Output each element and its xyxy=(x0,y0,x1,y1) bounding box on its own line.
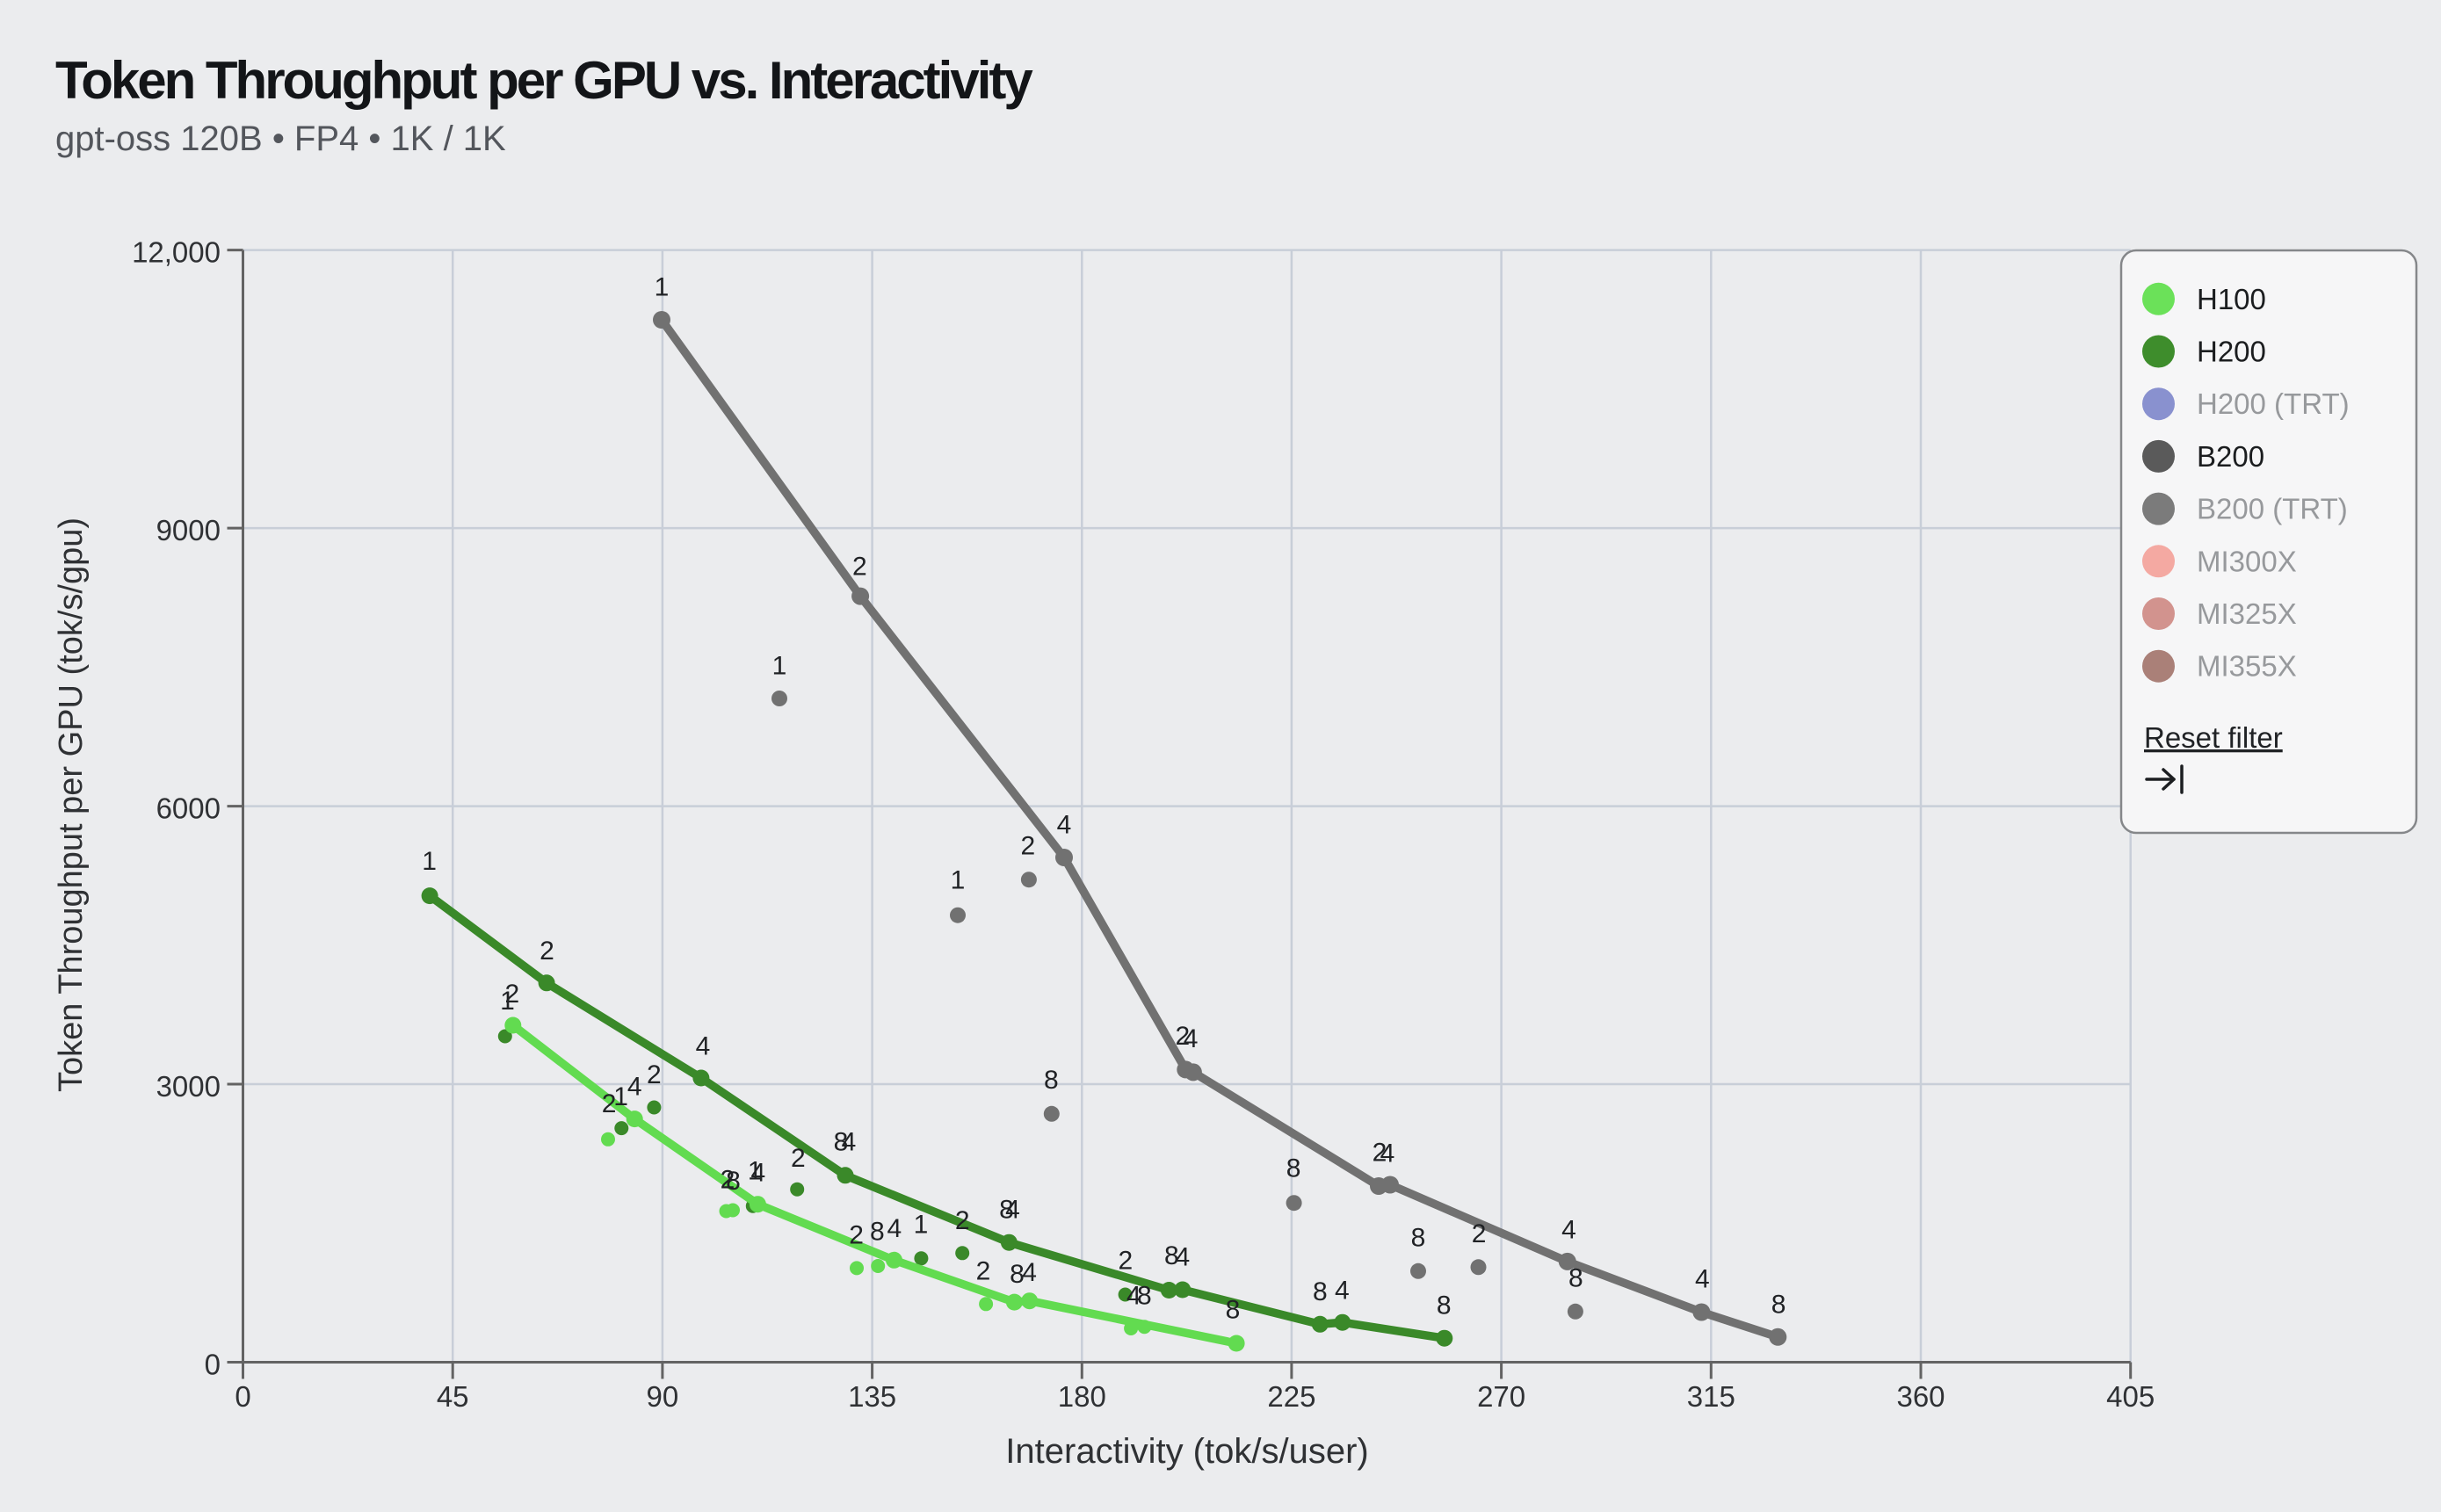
svg-text:2: 2 xyxy=(852,553,867,582)
svg-text:MI325X: MI325X xyxy=(2197,597,2297,630)
svg-text:4: 4 xyxy=(1126,1282,1141,1311)
svg-text:8: 8 xyxy=(870,1218,885,1247)
svg-text:8: 8 xyxy=(1044,1066,1059,1095)
svg-text:45: 45 xyxy=(437,1380,469,1413)
svg-text:2: 2 xyxy=(1472,1219,1487,1248)
svg-text:2: 2 xyxy=(540,937,554,966)
svg-text:6000: 6000 xyxy=(156,792,221,825)
svg-text:H200 (TRT): H200 (TRT) xyxy=(2197,387,2350,420)
svg-text:2: 2 xyxy=(976,1257,991,1286)
svg-text:8: 8 xyxy=(999,1196,1014,1225)
svg-text:405: 405 xyxy=(2106,1380,2155,1413)
svg-text:8: 8 xyxy=(1771,1291,1786,1320)
svg-text:Token Throughput per GPU (tok/: Token Throughput per GPU (tok/s/gpu) xyxy=(53,517,90,1092)
svg-text:8: 8 xyxy=(1411,1224,1426,1253)
svg-text:4: 4 xyxy=(750,1158,765,1187)
svg-text:3000: 3000 xyxy=(156,1070,221,1103)
svg-text:360: 360 xyxy=(1896,1380,1945,1413)
svg-text:1: 1 xyxy=(500,987,515,1016)
svg-text:1: 1 xyxy=(951,866,966,895)
svg-text:4: 4 xyxy=(1005,1196,1020,1225)
svg-text:4: 4 xyxy=(1695,1265,1710,1294)
svg-text:8: 8 xyxy=(834,1128,849,1157)
svg-text:2: 2 xyxy=(1021,831,1036,860)
svg-text:H200: H200 xyxy=(2197,336,2266,368)
svg-text:4: 4 xyxy=(842,1128,857,1157)
svg-text:2: 2 xyxy=(1373,1139,1387,1168)
svg-text:4: 4 xyxy=(1380,1139,1395,1168)
svg-text:Interactivity (tok/s/user): Interactivity (tok/s/user) xyxy=(1005,1432,1368,1471)
svg-text:0: 0 xyxy=(235,1380,250,1413)
svg-text:B200: B200 xyxy=(2197,440,2264,473)
svg-text:2: 2 xyxy=(505,980,520,1009)
svg-text:2: 2 xyxy=(849,1220,864,1249)
svg-text:2: 2 xyxy=(721,1166,735,1195)
svg-text:9000: 9000 xyxy=(156,514,221,546)
svg-text:8: 8 xyxy=(1137,1282,1152,1311)
svg-text:4: 4 xyxy=(627,1073,642,1102)
svg-text:8: 8 xyxy=(1226,1296,1241,1325)
svg-text:270: 270 xyxy=(1477,1380,1525,1413)
svg-text:MI300X: MI300X xyxy=(2197,545,2297,577)
svg-text:H100: H100 xyxy=(2197,283,2266,315)
svg-text:2: 2 xyxy=(602,1089,617,1118)
svg-text:1: 1 xyxy=(655,273,670,302)
svg-text:4: 4 xyxy=(1176,1243,1191,1272)
svg-text:135: 135 xyxy=(848,1380,896,1413)
svg-text:8: 8 xyxy=(1568,1264,1583,1293)
svg-text:1: 1 xyxy=(914,1211,929,1240)
svg-text:4: 4 xyxy=(887,1214,902,1243)
svg-text:8: 8 xyxy=(726,1167,741,1196)
svg-text:8: 8 xyxy=(1313,1277,1328,1306)
svg-text:Token Throughput per GPU vs. I: Token Throughput per GPU vs. Interactivi… xyxy=(55,51,1033,110)
svg-text:2: 2 xyxy=(791,1144,806,1173)
svg-text:1: 1 xyxy=(748,1157,763,1186)
svg-text:2: 2 xyxy=(647,1060,662,1089)
svg-text:8: 8 xyxy=(1437,1291,1452,1320)
svg-text:2: 2 xyxy=(955,1206,970,1235)
svg-text:B200 (TRT): B200 (TRT) xyxy=(2197,493,2348,525)
svg-text:8: 8 xyxy=(1010,1260,1025,1289)
svg-text:8: 8 xyxy=(1286,1154,1301,1183)
svg-text:1: 1 xyxy=(422,847,437,876)
svg-text:4: 4 xyxy=(1335,1277,1350,1306)
svg-text:180: 180 xyxy=(1058,1380,1106,1413)
svg-text:4: 4 xyxy=(1057,811,1072,840)
svg-text:0: 0 xyxy=(205,1349,221,1381)
svg-text:Reset filter: Reset filter xyxy=(2144,721,2283,754)
svg-text:gpt-oss 120B • FP4 • 1K / 1K: gpt-oss 120B • FP4 • 1K / 1K xyxy=(55,119,506,158)
svg-text:4: 4 xyxy=(1184,1024,1199,1053)
svg-text:2: 2 xyxy=(1176,1022,1191,1051)
svg-text:12,000: 12,000 xyxy=(132,236,221,269)
svg-text:4: 4 xyxy=(1022,1258,1037,1287)
svg-text:4: 4 xyxy=(696,1032,711,1061)
svg-text:1: 1 xyxy=(772,652,787,681)
svg-text:90: 90 xyxy=(647,1380,679,1413)
svg-text:2: 2 xyxy=(1119,1246,1134,1275)
svg-text:225: 225 xyxy=(1267,1380,1315,1413)
svg-text:4: 4 xyxy=(1561,1216,1576,1245)
svg-text:315: 315 xyxy=(1687,1380,1735,1413)
svg-text:1: 1 xyxy=(613,1082,628,1111)
svg-text:MI355X: MI355X xyxy=(2197,650,2297,683)
svg-text:8: 8 xyxy=(1164,1241,1179,1270)
